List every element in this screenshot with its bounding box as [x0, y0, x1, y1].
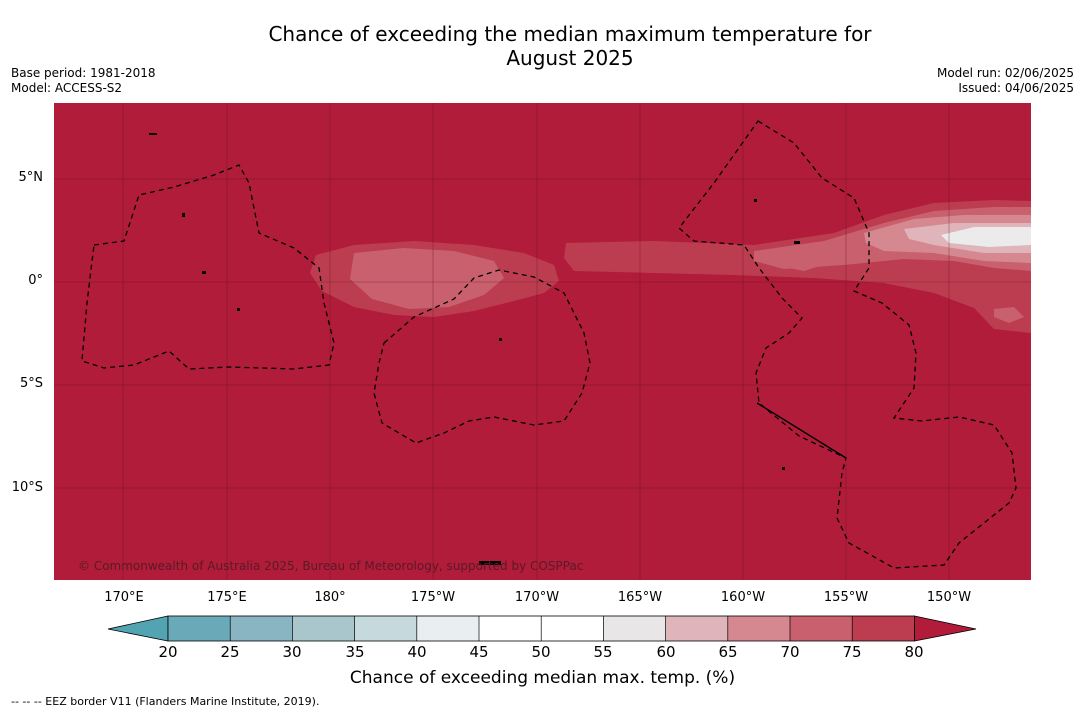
- colorbar-dividers: [229, 616, 853, 641]
- colorbar-tick-60: 60: [656, 643, 676, 661]
- copyright-notice: © Commonwealth of Australia 2025, Bureau…: [78, 559, 584, 573]
- colorbar-segment-30-35: [292, 616, 355, 641]
- colorbar-segment-50-55: [541, 616, 604, 641]
- lon-label-175w: 175°W: [410, 590, 456, 605]
- map-canvas: [54, 103, 1031, 580]
- lon-label-170w: 170°W: [514, 590, 560, 605]
- colorbar-tick-30: 30: [282, 643, 302, 661]
- eez-kiribati-gilbert: [81, 164, 335, 370]
- title-line-2: August 2025: [506, 46, 634, 70]
- lat-label-5s: 5°S: [19, 376, 43, 391]
- colorbar-frame: [167, 615, 915, 642]
- colorbar-segment-65-70: [727, 616, 790, 641]
- colorbar-segment-25-30: [230, 616, 293, 641]
- colorbar-tick-80: 80: [904, 643, 924, 661]
- colorbar-segment-70-75: [790, 616, 853, 641]
- colorbar-tick-70: 70: [780, 643, 800, 661]
- colorbar-high-arrow: [914, 615, 977, 642]
- colorbar-label: Chance of exceeding median max. temp. (%…: [349, 668, 736, 688]
- islands: [149, 133, 800, 565]
- eez-tuvalu-tokelau: [373, 269, 591, 444]
- colorbar-tick-20: 20: [158, 643, 178, 661]
- colorbar-tick-55: 55: [593, 643, 613, 661]
- meta-right: Model run: 02/06/2025 Issued: 04/06/2025: [937, 66, 1074, 96]
- band-65-70-west: [350, 248, 504, 309]
- colorbar-segment-40-45: [416, 616, 479, 641]
- eez-legend-footer: -- -- -- EEZ border V11 (Flanders Marine…: [11, 695, 320, 708]
- eez-borders: [81, 120, 1017, 569]
- colorbar-segment-35-40: [354, 616, 417, 641]
- colorbar-tick-75: 75: [842, 643, 862, 661]
- title-line-1: Chance of exceeding the median maximum t…: [268, 22, 872, 46]
- colorbar-segment-60-65: [665, 616, 728, 641]
- colorbar-tick-40: 40: [407, 643, 427, 661]
- lon-label-180: 180°: [314, 590, 346, 605]
- colorbar-low-arrow: [107, 615, 169, 642]
- model-name: Model: ACCESS-S2: [11, 81, 123, 95]
- eez-kiribati-line: [678, 120, 1017, 569]
- base-period: Base period: 1981-2018: [11, 66, 156, 80]
- model-run: Model run: 02/06/2025: [936, 66, 1074, 80]
- lat-label-0: 0°: [28, 273, 43, 288]
- lat-label-5n: 5°N: [18, 170, 44, 185]
- lon-label-155w: 155°W: [823, 590, 869, 605]
- issued-date: Issued: 04/06/2025: [958, 81, 1074, 95]
- colorbar-segment-45-50: [479, 616, 542, 641]
- colorbar-tick-35: 35: [345, 643, 365, 661]
- line-island-chain: [756, 402, 847, 459]
- colorbar-tick-25: 25: [220, 643, 240, 661]
- map-title: Chance of exceeding the median maximum t…: [0, 22, 1085, 70]
- lat-label-10s: 10°S: [11, 480, 43, 495]
- band-sliver: [774, 251, 829, 271]
- map-background: [54, 103, 1031, 580]
- colorbar-segment-55-60: [603, 616, 666, 641]
- lon-label-160w: 160°W: [720, 590, 766, 605]
- meta-left: Base period: 1981-2018 Model: ACCESS-S2: [11, 66, 156, 96]
- forecast-map: [54, 103, 1031, 580]
- band-small-patch: [994, 307, 1024, 323]
- colorbar-segments: [168, 616, 915, 641]
- lon-label-150w: 150°W: [926, 590, 972, 605]
- band-50-55-east: [941, 227, 1031, 247]
- colorbar-segment-75-80: [852, 616, 915, 641]
- colorbar-tick-50: 50: [531, 643, 551, 661]
- colorbar-segment-20-25: [168, 616, 231, 641]
- lon-label-170e: 170°E: [104, 590, 144, 605]
- colorbar-tick-65: 65: [718, 643, 738, 661]
- colorbar-svg: [107, 615, 977, 642]
- lon-label-165w: 165°W: [617, 590, 663, 605]
- colorbar: [106, 615, 980, 647]
- colorbar-tick-45: 45: [469, 643, 489, 661]
- lon-label-175e: 175°E: [207, 590, 247, 605]
